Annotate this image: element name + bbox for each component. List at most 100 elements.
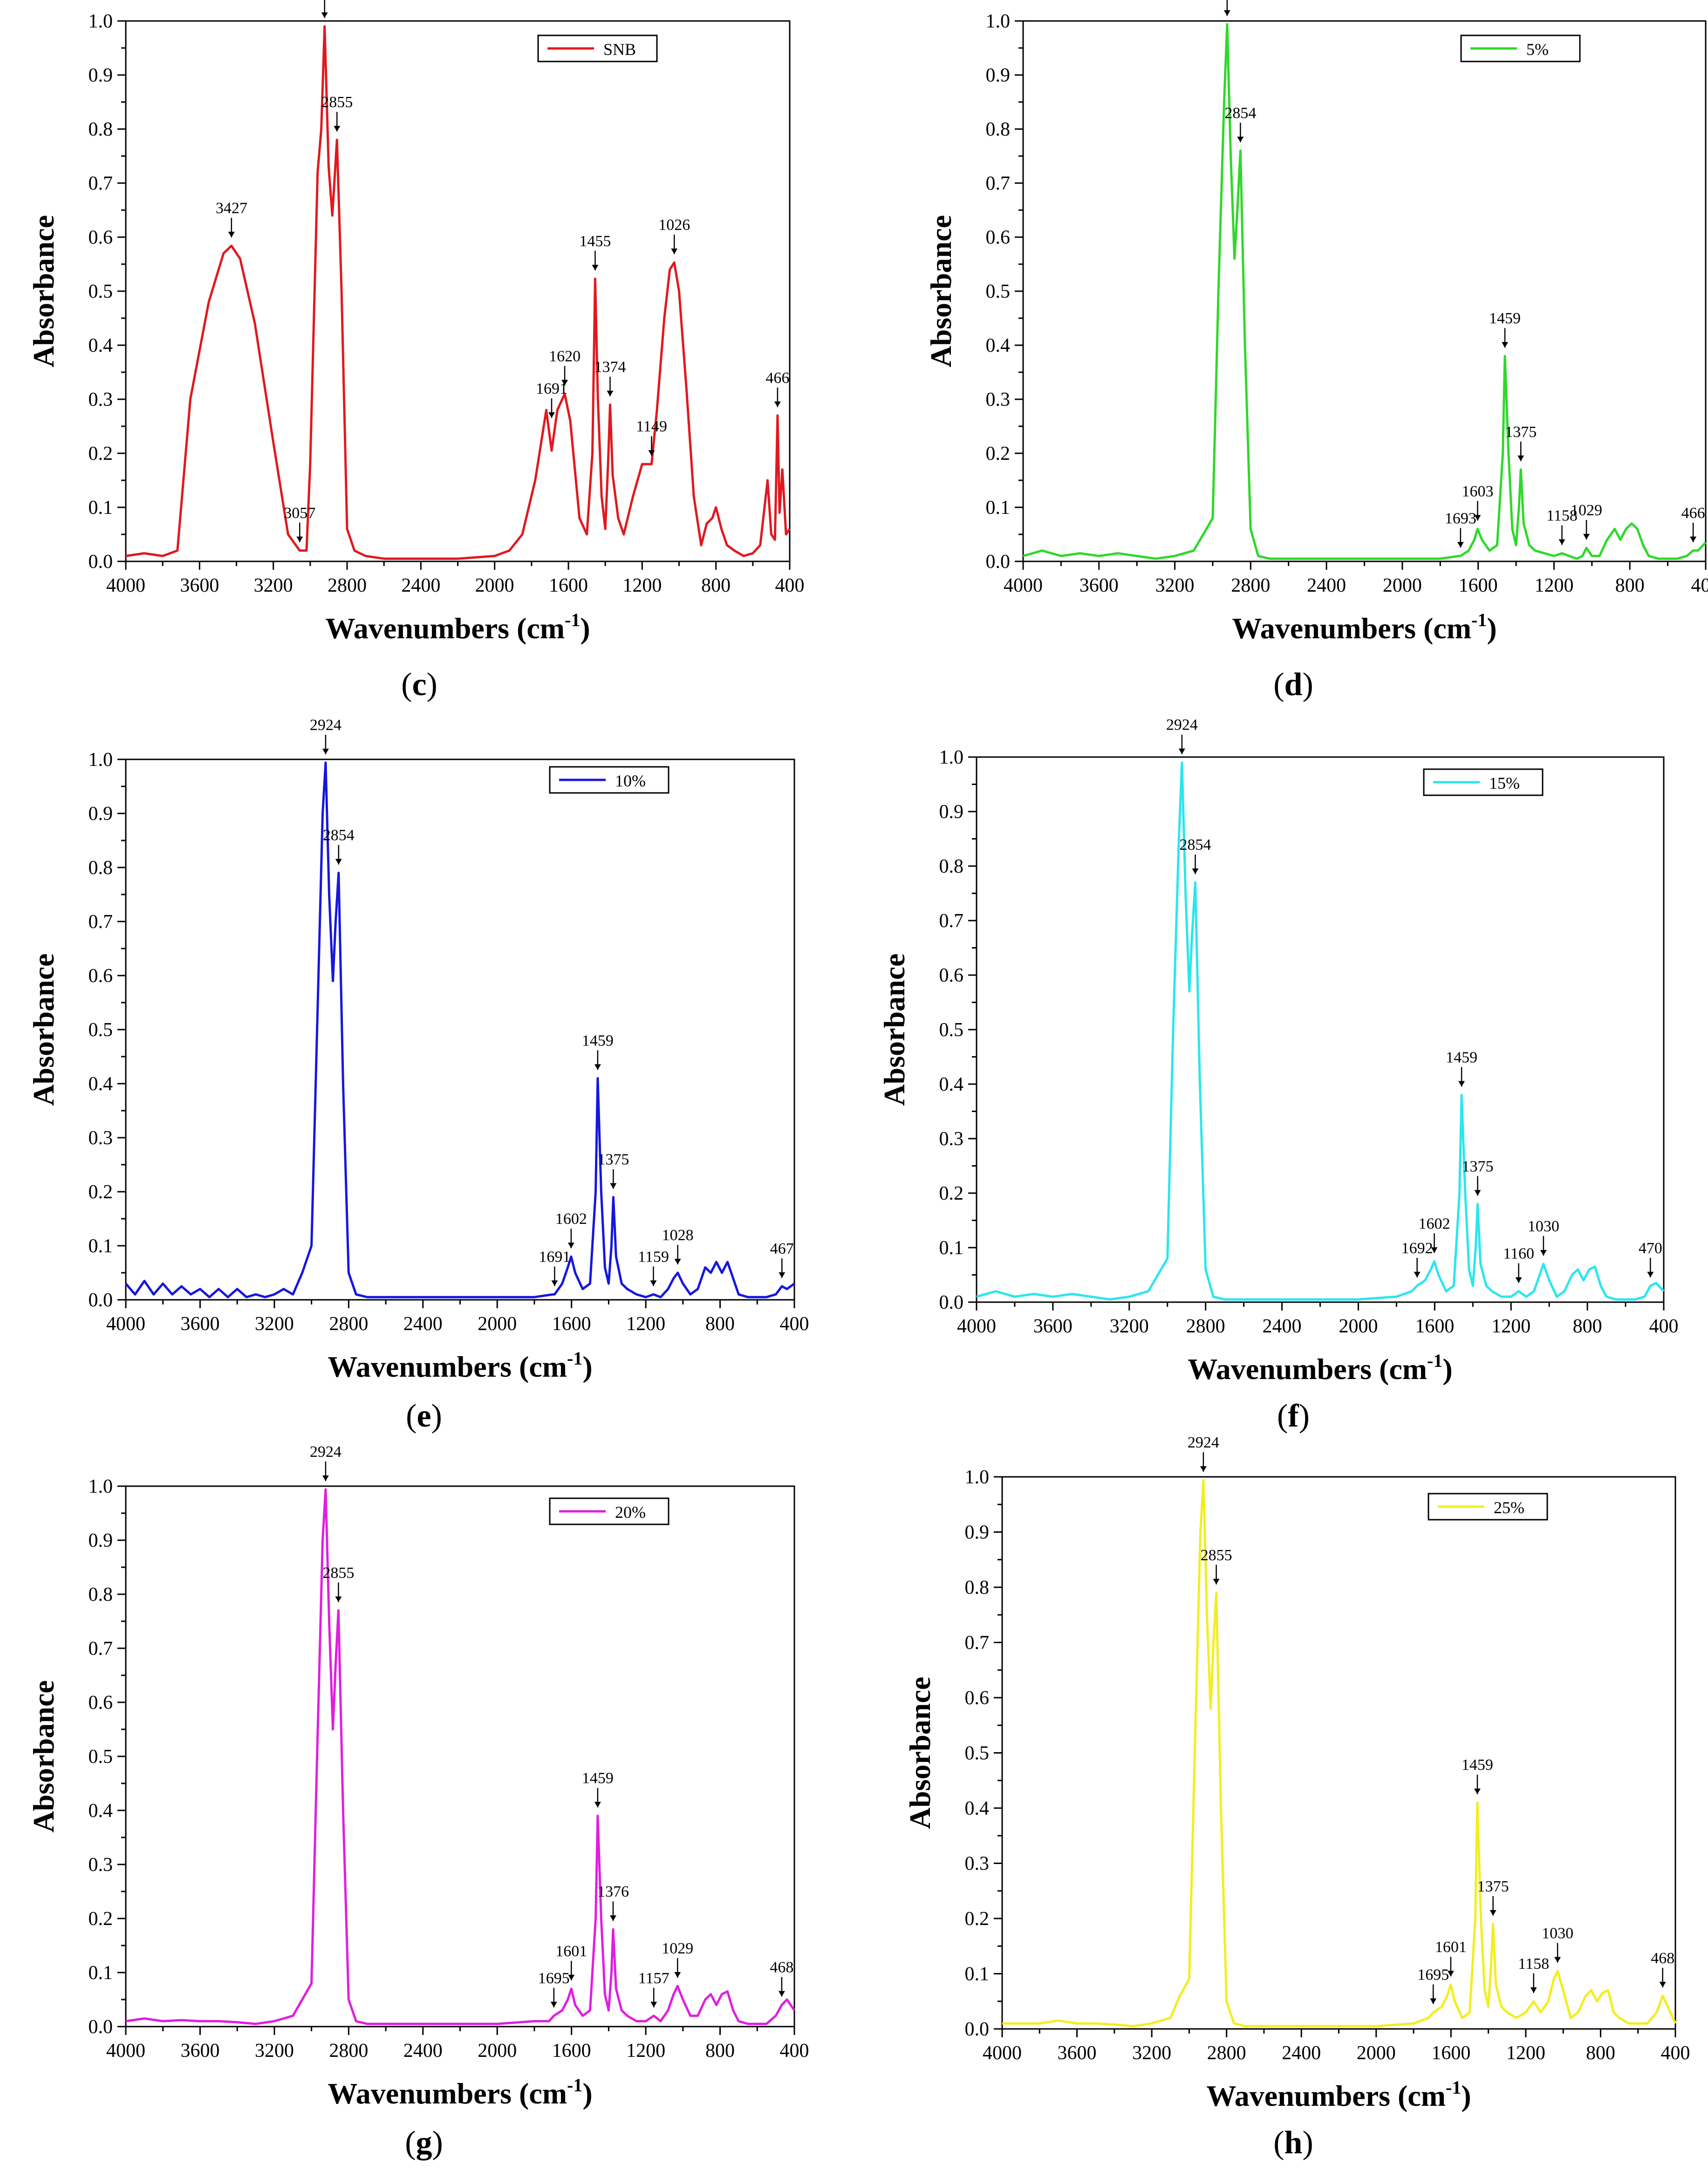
y-tick-label: 1.0 [986, 11, 1011, 32]
y-tick-label: 0.4 [986, 335, 1011, 356]
chart-panel-h: 4000 3600 3200 2800 2400 2000 1600 1200 800 400 0.… [869, 1434, 1708, 2178]
x-tick-label: 2000 [1383, 575, 1422, 596]
annotation-label: 1376 [597, 1883, 629, 1900]
x-tick-label: 2400 [1263, 1316, 1302, 1337]
x-tick-label: 2800 [329, 2040, 368, 2062]
annotation-label: 1691 [536, 380, 567, 397]
x-tick-label: 2800 [329, 1313, 368, 1335]
annotation-arrowhead [594, 1064, 601, 1070]
x-tick-label: 400 [1661, 2042, 1690, 2064]
x-tick-label: 1600 [1459, 575, 1498, 596]
panel-label-h: (h) [1273, 2125, 1313, 2161]
y-tick-label: 0.6 [939, 965, 964, 986]
annotation-label: 1695 [1417, 1966, 1449, 1983]
annotation-label: 2924 [310, 717, 342, 734]
x-tick-label: 2000 [475, 575, 514, 596]
y-tick-label: 0.6 [89, 227, 113, 248]
x-tick-label: 1600 [1431, 2042, 1470, 2064]
annotation-arrowhead [674, 1972, 681, 1978]
x-tick-label: 4000 [106, 575, 145, 596]
legend-label: 15% [1489, 774, 1520, 792]
panel-label-f: (f) [1277, 1398, 1310, 1434]
chart-d: 4000 3600 3200 2800 2400 2000 1600 1200 800 400 0.… [924, 0, 1708, 645]
x-tick-label: 1200 [626, 1313, 665, 1335]
annotation-label: 1459 [1446, 1049, 1477, 1066]
y-axis-title: Absorbance [878, 953, 911, 1106]
annotation-label: 1693 [1445, 510, 1476, 527]
y-tick-label: 0.8 [965, 1577, 990, 1598]
annotation-arrowhead [1414, 1271, 1421, 1277]
plot-frame [1022, 20, 1707, 562]
annotation-arrowhead [567, 1243, 574, 1249]
y-tick-label: 0.0 [89, 2016, 113, 2038]
x-tick-label: 4000 [983, 2042, 1022, 2064]
chart-g: 4000 3600 3200 2800 2400 2000 1600 1200 800 400 0.… [27, 1443, 809, 2110]
annotation-label: 1375 [1477, 1878, 1509, 1895]
x-tick-label: 2800 [1186, 1316, 1225, 1337]
annotation-label: 2855 [322, 1564, 354, 1582]
y-axis-title: Absorbance [27, 215, 60, 367]
annotation-label: 1029 [662, 1940, 693, 1957]
plot-frame [1001, 1476, 1676, 2030]
annotation-label: 1455 [579, 232, 611, 250]
chart-c: 4000 3600 3200 2800 2400 2000 1600 1200 800 400 0.… [27, 0, 805, 645]
annotation-arrowhead [321, 12, 328, 18]
annotation-arrowhead [1489, 1910, 1496, 1916]
x-axis-title: Wavenumbers (cm-1) [1206, 2077, 1471, 2112]
y-tick-label: 0.5 [89, 1019, 113, 1041]
annotation-arrowhead [778, 1991, 785, 1997]
annotation-label: 2854 [1180, 836, 1211, 853]
y-tick-label: 0.7 [965, 1632, 990, 1654]
x-tick-label: 4000 [957, 1316, 996, 1337]
panel-label-g: (g) [405, 2125, 443, 2161]
annotation-label: 1375 [597, 1151, 629, 1168]
x-tick-label: 2400 [403, 2040, 443, 2062]
y-tick-label: 0.6 [89, 965, 113, 987]
y-tick-label: 0.7 [939, 910, 964, 932]
spectrum-line [976, 761, 1665, 1301]
y-tick-label: 1.0 [89, 749, 113, 771]
annotation-arrowhead [322, 748, 329, 754]
annotation-label: 470 [1639, 1240, 1662, 1257]
y-tick-label: 0.1 [986, 497, 1011, 519]
y-tick-label: 0.5 [89, 281, 113, 302]
y-tick-label: 0.2 [939, 1183, 964, 1204]
annotation-arrowhead [592, 265, 599, 271]
x-tick-label: 3600 [180, 575, 219, 596]
y-tick-label: 0.4 [89, 1073, 113, 1095]
annotation-arrowhead [1659, 1981, 1666, 1987]
annotation-arrowhead [1431, 1247, 1438, 1253]
annotation-label: 1692 [1401, 1240, 1433, 1257]
legend-label: 20% [615, 1503, 646, 1522]
annotation-arrowhead [1647, 1271, 1654, 1277]
annotation-arrowhead [650, 2001, 657, 2007]
plot-frame [976, 756, 1665, 1303]
x-axis-title: Wavenumbers (cm-1) [325, 609, 590, 645]
x-tick-label: 1200 [1534, 575, 1573, 596]
y-tick-label: 0.9 [89, 65, 113, 86]
annotation-arrowhead [594, 1802, 601, 1808]
y-tick-label: 0.8 [939, 856, 964, 877]
x-tick-label: 3600 [1058, 2042, 1097, 2064]
annotation-label: 468 [770, 1959, 793, 1976]
y-tick-label: 0.9 [965, 1522, 990, 1543]
y-tick-label: 0.1 [965, 1964, 990, 1985]
x-tick-label: 3600 [1033, 1316, 1073, 1337]
chart-h: 4000 3600 3200 2800 2400 2000 1600 1200 800 400 0.… [903, 1434, 1690, 2112]
annotation-arrowhead [548, 412, 555, 418]
x-axis-title: Wavenumbers (cm-1) [328, 2075, 592, 2110]
annotation-arrowhead [609, 1915, 616, 1921]
x-tick-label: 3600 [1079, 575, 1119, 596]
annotation-arrowhead [671, 248, 678, 254]
chart-panel-f: 4000 3600 3200 2800 2400 2000 1600 1200 800 400 0.… [869, 717, 1708, 1454]
y-tick-label: 0.4 [965, 1798, 990, 1819]
annotation-label: 468 [1651, 1950, 1674, 1967]
annotation-arrowhead [1200, 1466, 1207, 1472]
x-tick-label: 2400 [403, 1313, 443, 1335]
x-tick-label: 2000 [1339, 1316, 1378, 1337]
y-tick-label: 0.4 [89, 1800, 113, 1822]
annotation-arrowhead [334, 126, 341, 132]
annotation-arrowhead [1474, 515, 1481, 521]
annotation-label: 1028 [662, 1227, 694, 1244]
panel-label-c: (c) [401, 667, 437, 703]
